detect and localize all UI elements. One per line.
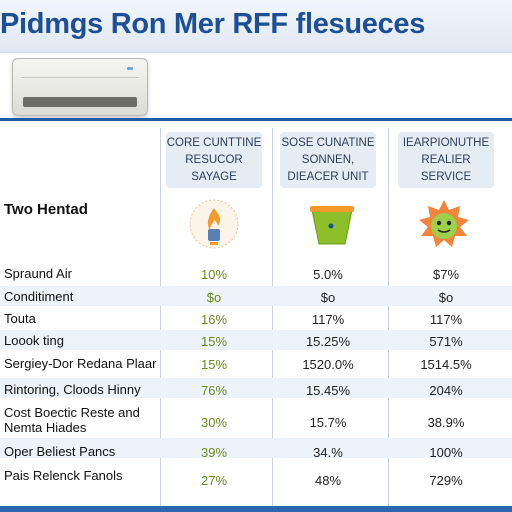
water-heater-flame-icon [189, 199, 239, 249]
column-header-2: SOSE CUNATINE SONNEN, DIEACER UNIT [280, 132, 376, 188]
green-cup-icon [310, 206, 354, 245]
table-cell: 16% [200, 312, 228, 327]
row-band [0, 378, 512, 398]
table-cell: 117% [429, 312, 463, 327]
table-cell: 1520.0% [302, 357, 354, 372]
row-band [0, 286, 512, 306]
table-cell: 39% [200, 445, 228, 460]
row-label: Rintoring, Cloods Hinny [4, 382, 141, 397]
row-band [0, 438, 512, 458]
row-label: Conditiment [4, 289, 74, 304]
row-label: Touta [4, 311, 36, 326]
table-cell: 100% [429, 445, 463, 460]
table-cell: 10% [200, 267, 228, 282]
column-header-1: CORE CUNTTINE RESUCOR SAYAGE [166, 132, 262, 188]
table-cell: 34.% [313, 445, 343, 460]
row-label: Cost Boectic Reste and Nemta Hiades [4, 405, 140, 435]
table-cell: 15.25% [305, 334, 351, 349]
table-cell: 117% [311, 312, 345, 327]
table-cell: 76% [200, 383, 228, 398]
table-cell: 1514.5% [420, 357, 472, 372]
row-label: Sergiey-Dor Redana Plaar [4, 356, 157, 371]
section-label: Two Hentad [4, 201, 88, 218]
table-bottom-rule [0, 506, 512, 512]
table-cell: 48% [314, 473, 342, 488]
column-header-3: IEARPIONUTHE REALIER SERVICE [398, 132, 494, 188]
header-band [0, 0, 512, 53]
table-cell: 15% [200, 334, 228, 349]
table-cell: 38.9% [427, 415, 465, 430]
row-label: Spraund Air [4, 266, 72, 281]
row-label: Oper Beliest Pancs [4, 444, 116, 459]
column-divider [388, 128, 389, 506]
table-cell: 30% [200, 415, 228, 430]
air-conditioner-icon [12, 58, 148, 116]
table-cell: 204% [429, 383, 463, 398]
table-cell: 729% [429, 473, 463, 488]
table-cell: $o [320, 290, 336, 305]
column-divider [160, 128, 161, 506]
row-band [0, 330, 512, 350]
table-cell: 15.7% [309, 415, 347, 430]
orange-character-icon [419, 200, 469, 247]
table-cell: $o [206, 290, 222, 305]
row-label: Loook ting [4, 333, 64, 348]
table-cell: 15.45% [305, 383, 351, 398]
column-divider [272, 128, 273, 506]
table-cell: 5.0% [313, 267, 343, 282]
table-cell: $7% [432, 267, 460, 282]
table-cell: 15% [200, 357, 228, 372]
table-top-rule [0, 118, 512, 121]
table-cell: 571% [429, 334, 463, 349]
row-label: Pais Relenck Fanols [4, 468, 123, 483]
table-cell: $o [438, 290, 454, 305]
table-cell: 27% [200, 473, 228, 488]
page-title: Pidmgs Ron Mer RFF flesueces [0, 8, 426, 40]
